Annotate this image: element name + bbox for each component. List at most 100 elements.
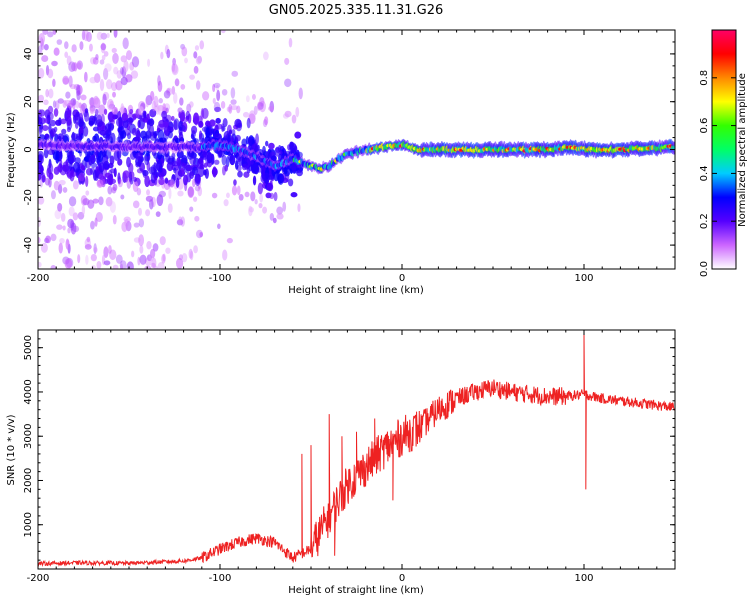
spectrogram-cell [147,58,151,67]
spectrogram-cell [195,56,202,65]
spectrogram-cell [165,154,171,163]
spectrogram-cell [112,264,119,269]
spectrogram-cell [45,65,50,76]
y-tick-label: -20 [23,189,34,205]
spectrogram-cell [231,70,239,77]
spectrogram-cell [248,110,256,121]
spectrogram-cell [96,261,102,269]
spectrogram-cell [80,132,84,140]
spectrogram-cell [45,89,50,98]
spectrogram-cell [153,132,157,139]
spectrogram-cell [38,94,45,103]
spectrogram-cell [149,109,157,118]
spectrogram-cell [68,196,77,207]
spectrogram-cell [199,40,205,50]
spectrogram-cell [38,196,45,205]
snr-x-label: Height of straight line (km) [288,585,424,596]
spectrogram-cell [193,51,198,59]
spectrogram-cell [99,59,105,65]
spectrogram-cell [264,116,269,126]
spectrogram-cell [161,254,166,264]
spectrogram-cell [161,110,168,119]
spectrogram-cell [275,146,280,157]
spectrogram-cell [47,162,54,175]
spectrogram-cell [43,99,49,106]
spectrogram-cell [155,211,161,217]
spectrogram-cell [68,75,73,88]
spectrogram-cell [226,237,233,244]
spectrogram-cell [229,154,236,166]
x-tick-label: 100 [574,273,593,284]
spectrogram-cell [133,222,140,228]
spectrogram-cell [79,41,84,51]
spectrogram-cell [90,162,98,168]
spectrogram-cell [289,142,297,154]
spectrogram-cell [133,136,142,142]
spectrogram-cell [176,219,184,226]
spectrogram-cell [84,71,88,83]
spectrogram-cell [90,253,97,262]
spectrogram-cell [195,80,201,90]
spectrogram-cell [164,177,169,184]
spectrogram-cell [244,191,250,198]
spectrogram-cell [60,118,67,125]
spectrogram-cell [223,199,229,207]
spectrogram-cell [257,182,263,195]
spectrogram-cell [81,30,86,41]
spectrogram-cell [269,100,275,113]
spectrogram-cell [128,162,134,174]
spectrogram-cell [112,91,116,98]
spectrogram-cell [120,103,125,115]
spectrogram-cell [257,101,261,111]
spectrogram-cell [263,51,269,61]
spectrogram-cell [119,260,127,269]
spectrogram-cell [157,75,161,86]
spectrogram-cell [262,206,268,214]
spectrogram-cell [101,54,106,61]
spectrogram-cell [132,181,139,193]
spectrogram-cell [48,177,52,188]
spectrogram-cell [95,119,104,128]
spectrogram-cell [100,32,108,40]
colorbar-tick-label: 0.6 [699,118,710,134]
spectrogram-cell [99,129,107,136]
spectrogram-cell [186,103,192,113]
spectrogram-cell [64,258,72,269]
spectrogram-cell [241,163,248,171]
spectrogram-cell [217,223,221,229]
spectrogram-cell [64,168,69,175]
spectrogram-heatmap [38,30,675,269]
spectrogram-cell [74,121,79,129]
spectrogram-cell [122,37,129,50]
spectrogram-cell [89,106,96,114]
spectrogram-cell [277,173,284,185]
x-tick-label: 0 [399,273,405,284]
spectrogram-cell [57,184,63,194]
spectrogram-cell [192,112,200,125]
spectrogram-cell [189,156,197,165]
spectrogram-cell [262,119,268,128]
spectrogram-cell [51,60,58,67]
spectrogram-cell [138,207,142,216]
spectrogram-cell [78,102,82,109]
spectrogram-cell [251,94,256,100]
spectrogram-cell [68,206,75,217]
spectrogram-cell [144,265,152,269]
colorbar-tick-label: 0.2 [699,213,710,229]
spectrogram-cell [188,248,193,259]
spectrogram-cell [187,186,195,198]
spectrogram-cell [288,37,293,48]
spectrogram-cell [50,128,56,137]
y-tick-label: 4000 [23,379,34,404]
spectrogram-cell [238,193,244,201]
spectrogram-cell [167,203,173,214]
spectrogram-cell [40,242,48,253]
spectrogram-cell [230,105,238,111]
spectrogram-cell [271,155,277,161]
spectrogram-cell [108,162,114,169]
spectrogram-cell [109,201,116,213]
spectrogram-cell [99,79,105,91]
spectrogram-cell [69,83,77,90]
y-tick-label: 5000 [23,335,34,360]
